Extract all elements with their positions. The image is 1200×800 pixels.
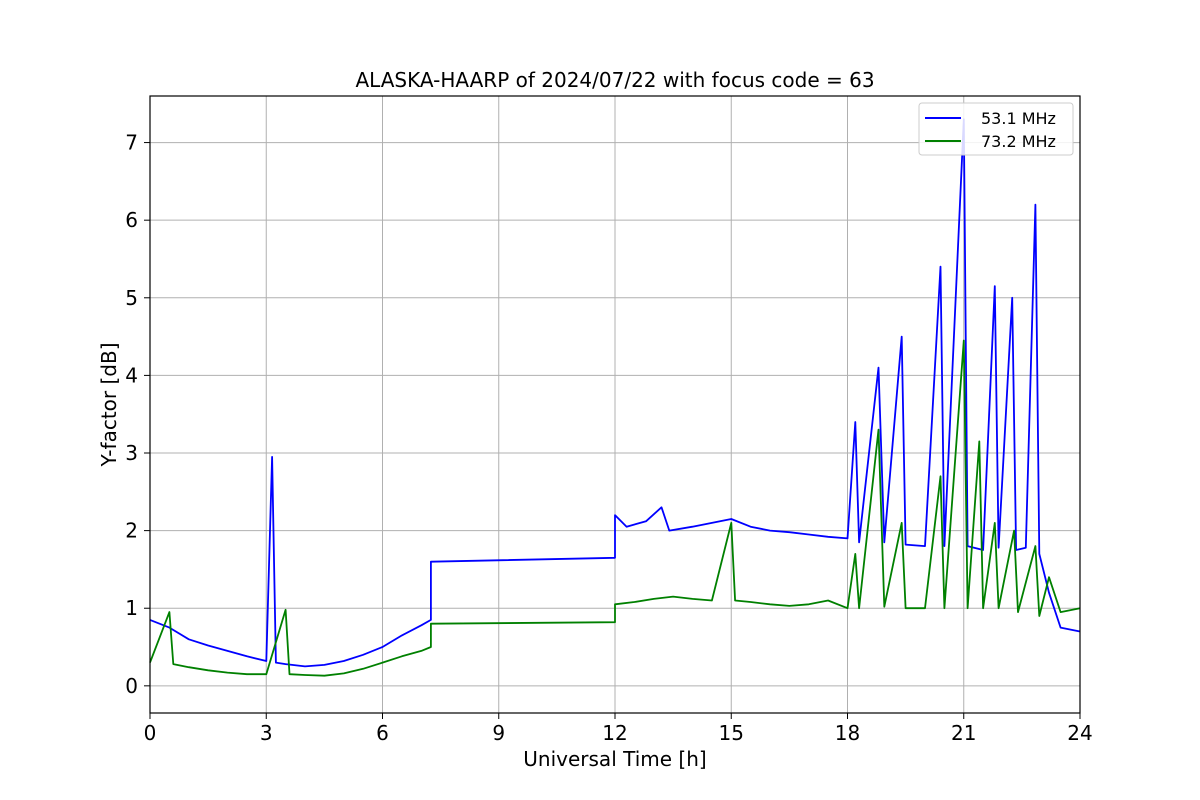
y-tick-label: 2: [125, 519, 138, 543]
y-tick-label: 5: [125, 286, 138, 310]
x-tick-label: 15: [719, 721, 744, 745]
series-layer: [149, 118, 1081, 677]
y-tick-label: 6: [125, 208, 138, 232]
x-tick-label: 6: [376, 721, 389, 745]
y-tick-label: 7: [125, 131, 138, 155]
series-line-73-2-mhz: [149, 339, 1081, 677]
y-axis-label: Y-factor [dB]: [97, 342, 121, 467]
x-tick-label: 0: [144, 721, 157, 745]
y-tick-label: 3: [125, 441, 138, 465]
legend-entry-53-1-mhz: 53.1 MHz: [981, 109, 1056, 128]
chart-title: ALASKA-HAARP of 2024/07/22 with focus co…: [355, 68, 874, 92]
x-tick-label: 3: [260, 721, 273, 745]
x-tick-label: 24: [1067, 721, 1092, 745]
x-tick-label: 12: [602, 721, 627, 745]
x-axis-label: Universal Time [h]: [523, 747, 706, 771]
grid-layer: [149, 96, 1081, 713]
y-tick-label: 1: [125, 596, 138, 620]
y-tick-label: 4: [125, 363, 138, 387]
y-tick-label: 0: [125, 674, 138, 698]
legend-entry-73-2-mhz: 73.2 MHz: [981, 132, 1056, 151]
x-tick-label: 9: [492, 721, 505, 745]
x-tick-label: 21: [951, 721, 976, 745]
legend: 53.1 MHz 73.2 MHz: [918, 102, 1074, 156]
x-tick-label: 18: [835, 721, 860, 745]
